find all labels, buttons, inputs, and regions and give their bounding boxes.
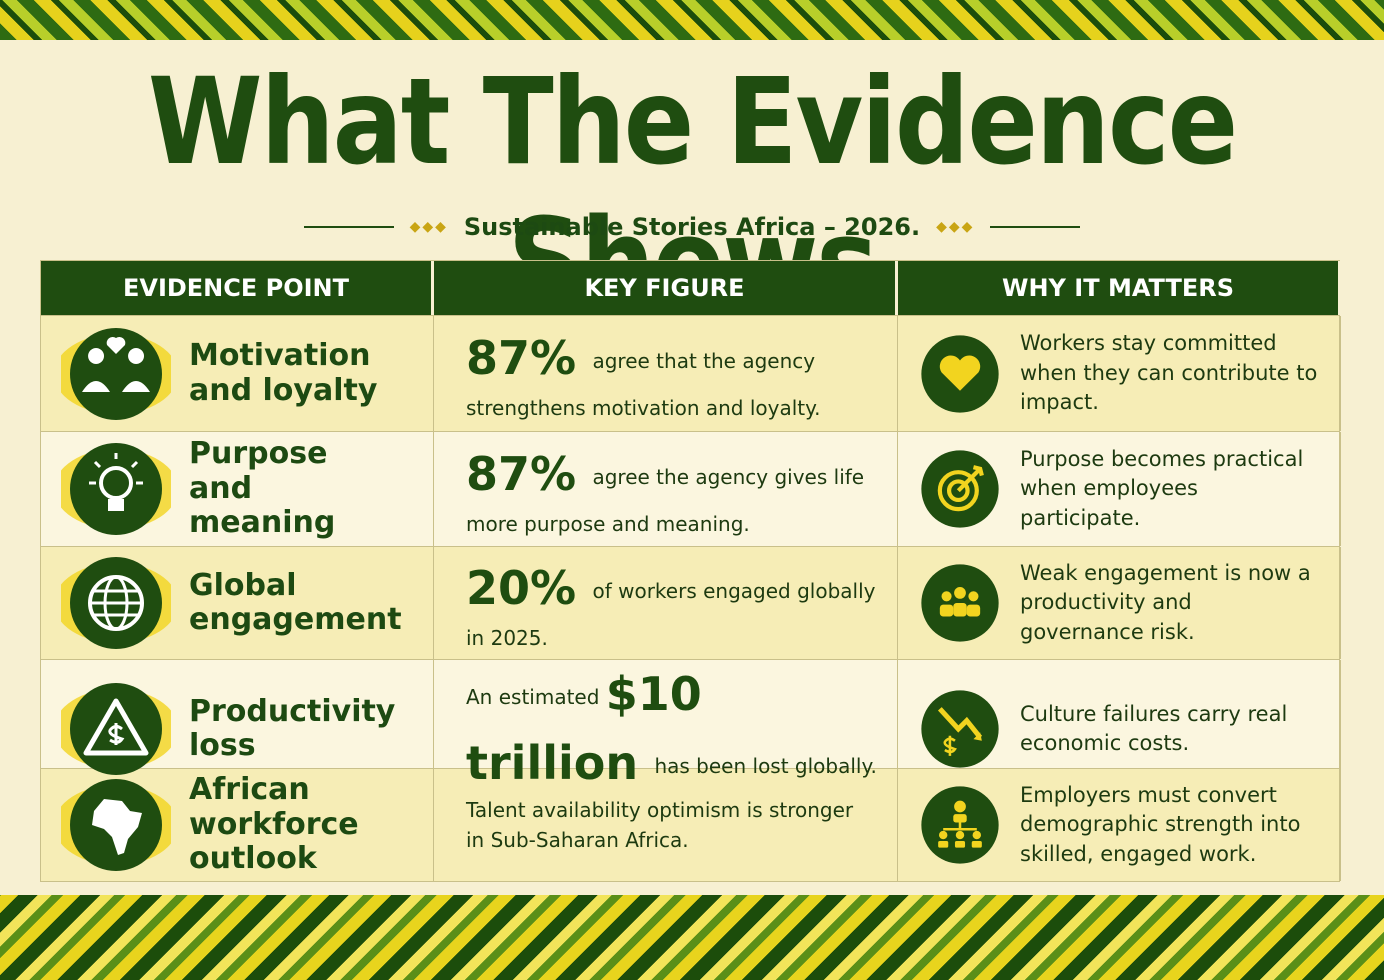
- subtitle-row: ◆◆◆ Sustainable Stories Africa – 2026. ◆…: [0, 213, 1384, 241]
- why-text: Employers must convert demographic stren…: [1020, 782, 1301, 866]
- evidence-icon: [61, 557, 171, 649]
- figure-cell: 87% agree the agency gives life more pur…: [434, 432, 898, 546]
- figure-text: agree that the agency strengthens motiva…: [466, 349, 821, 420]
- why-cell: Employers must convert demographic stren…: [898, 769, 1341, 881]
- table-header: EVIDENCE POINT KEY FIGURE WHY IT MATTERS: [41, 261, 1341, 315]
- subtitle: Sustainable Stories Africa – 2026.: [463, 213, 921, 241]
- table-row: Motivation and loyalty 87% agree that the…: [41, 315, 1341, 431]
- evidence-cell: Purpose and meaning: [41, 432, 434, 546]
- figure-cell: An estimated $10 trillion has been lost …: [434, 660, 898, 798]
- why-text: Culture failures carry real economic cos…: [1020, 701, 1288, 755]
- figure-highlight: 87%: [466, 331, 577, 385]
- evidence-point: Motivation and loyalty: [189, 338, 378, 408]
- figure-cell: Talent availability optimism is stronger…: [434, 769, 898, 881]
- evidence-cell: Global engagement: [41, 547, 434, 659]
- why-icon: [921, 564, 999, 642]
- evidence-point: Purpose and meaning: [189, 436, 336, 541]
- evidence-cell: Motivation and loyalty: [41, 316, 434, 431]
- figure-highlight: 20%: [466, 560, 577, 615]
- evidence-point: African workforce outlook: [189, 772, 359, 877]
- ornament: ◆◆◆: [409, 219, 448, 235]
- why-icon: [921, 786, 999, 864]
- why-icon: [921, 690, 999, 768]
- figure-highlight: 87%: [466, 446, 577, 501]
- evidence-icon: [61, 779, 171, 871]
- why-cell: Weak engagement is now a productivity an…: [898, 547, 1341, 659]
- figure-cell: 20% of workers engaged globally in 2025.: [434, 547, 898, 659]
- column-header: KEY FIGURE: [434, 261, 898, 315]
- figure-cell: 87% agree that the agency strengthens mo…: [434, 316, 898, 431]
- figure-text: agree the agency gives life more purpose…: [466, 464, 865, 536]
- table-row: African workforce outlook Talent availabi…: [41, 768, 1341, 881]
- why-cell: Purpose becomes practical when employees…: [898, 432, 1341, 546]
- why-cell: Culture failures carry real economic cos…: [898, 660, 1341, 798]
- key-figure: 20% of workers engaged globally in 2025.: [466, 554, 877, 653]
- key-figure: An estimated $10 trillion has been lost …: [466, 660, 877, 798]
- table-row: Productivity loss An estimated $10 trilli…: [41, 659, 1341, 798]
- evidence-cell: Productivity loss: [41, 660, 434, 798]
- evidence-icon: [61, 443, 171, 535]
- rule: [303, 226, 394, 228]
- why-icon: [921, 450, 999, 528]
- evidence-point: Global engagement: [189, 567, 402, 637]
- table-row: Purpose and meaning 87% agree the agency …: [41, 431, 1341, 546]
- key-figure: 87% agree the agency gives life more pur…: [466, 440, 877, 539]
- key-figure: Talent availability optimism is stronger…: [466, 795, 877, 855]
- key-figure: 87% agree that the agency strengthens mo…: [466, 324, 877, 423]
- evidence-icon: [61, 327, 171, 420]
- why-icon: [921, 334, 999, 413]
- evidence-point: Productivity loss: [189, 693, 396, 763]
- evidence-table: EVIDENCE POINT KEY FIGURE WHY IT MATTERS M…: [40, 260, 1341, 882]
- evidence-cell: African workforce outlook: [41, 769, 434, 881]
- bottom-border: [0, 895, 1384, 980]
- rule: [990, 226, 1081, 228]
- why-text: Purpose becomes practical when employees…: [1020, 446, 1304, 530]
- figure-text: An estimated: [466, 685, 600, 709]
- top-border: [0, 0, 1384, 40]
- column-header: WHY IT MATTERS: [898, 261, 1341, 315]
- evidence-icon: [61, 683, 171, 775]
- figure-highlight: $10 trillion: [466, 667, 702, 790]
- column-header: EVIDENCE POINT: [41, 261, 434, 315]
- figure-text: has been lost globally.: [654, 754, 877, 778]
- ornament: ◆◆◆: [936, 219, 975, 235]
- figure-text: Talent availability optimism is stronger…: [466, 798, 854, 852]
- why-cell: Workers stay committed when they can con…: [898, 316, 1341, 431]
- why-text: Workers stay committed when they can con…: [1020, 331, 1318, 415]
- figure-text: of workers engaged globally in 2025.: [466, 578, 876, 650]
- table-row: Global engagement 20% of workers engaged …: [41, 546, 1341, 659]
- why-text: Weak engagement is now a productivity an…: [1020, 560, 1311, 644]
